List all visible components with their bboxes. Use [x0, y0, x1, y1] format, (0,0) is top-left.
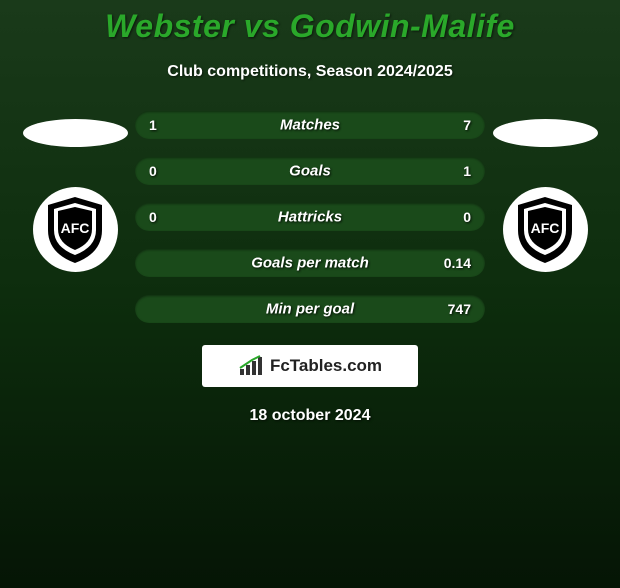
stat-row: Min per goal 747 — [135, 295, 485, 323]
stat-label: Goals — [289, 163, 331, 180]
stats-column: 1 Matches 7 0 Goals 1 0 Hattricks 0 Goal… — [135, 111, 485, 323]
stat-row: 0 Hattricks 0 — [135, 203, 485, 231]
right-club-crest: AFC — [503, 187, 588, 272]
stat-label: Matches — [280, 117, 340, 134]
left-player-col: AFC — [15, 111, 135, 272]
page-title: Webster vs Godwin-Malife — [0, 8, 620, 45]
svg-text:AFC: AFC — [61, 220, 90, 236]
stat-right-value: 0.14 — [444, 255, 471, 271]
date-label: 18 october 2024 — [0, 407, 620, 425]
stat-right-value: 0 — [463, 209, 471, 225]
left-club-crest: AFC — [33, 187, 118, 272]
stat-label: Hattricks — [278, 209, 342, 226]
stat-right-value: 1 — [463, 163, 471, 179]
bar-chart-icon — [238, 355, 264, 377]
right-player-avatar — [493, 119, 598, 147]
stat-left-value: 0 — [149, 163, 157, 179]
stat-label: Min per goal — [266, 301, 354, 318]
shield-icon: AFC — [514, 195, 576, 265]
stat-left-value: 0 — [149, 209, 157, 225]
comparison-panel: AFC 1 Matches 7 0 Goals 1 0 Hattricks 0 … — [0, 111, 620, 323]
brand-link[interactable]: FcTables.com — [202, 345, 418, 387]
stat-left-value: 1 — [149, 117, 157, 133]
svg-text:AFC: AFC — [531, 220, 560, 236]
shield-icon: AFC — [44, 195, 106, 265]
stat-row: 0 Goals 1 — [135, 157, 485, 185]
subtitle: Club competitions, Season 2024/2025 — [0, 63, 620, 81]
left-player-avatar — [23, 119, 128, 147]
stat-label: Goals per match — [251, 255, 369, 272]
right-player-col: AFC — [485, 111, 605, 272]
brand-text: FcTables.com — [270, 356, 382, 376]
stat-right-value: 7 — [463, 117, 471, 133]
stat-row: 1 Matches 7 — [135, 111, 485, 139]
stat-right-value: 747 — [448, 301, 471, 317]
stat-row: Goals per match 0.14 — [135, 249, 485, 277]
